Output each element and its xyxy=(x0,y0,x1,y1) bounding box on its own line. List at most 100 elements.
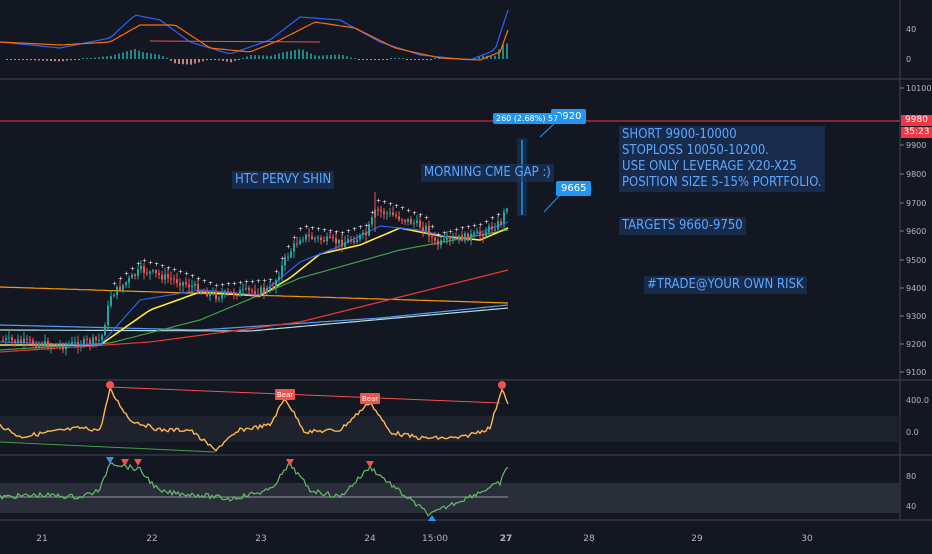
signal-dot: + xyxy=(292,235,297,242)
candle-body xyxy=(410,219,412,224)
annotation-htc[interactable]: HTC PERVY SHIN xyxy=(232,171,335,189)
macd-histogram-bar xyxy=(406,59,408,60)
annotation-plan[interactable]: SHORT 9900-10000 STOPLOSS 10050-10200. U… xyxy=(619,126,825,192)
signal-dot: + xyxy=(112,280,117,287)
candle-body xyxy=(50,345,52,348)
price-tick-label: 9600 xyxy=(906,227,926,236)
macd-histogram-bar xyxy=(34,59,36,61)
candle-body xyxy=(392,212,394,216)
macd-tick-label: 40 xyxy=(906,25,916,34)
candle-body xyxy=(386,213,388,215)
candle-body xyxy=(212,292,214,294)
candle-body xyxy=(398,216,400,220)
candle-body xyxy=(500,221,502,225)
candle-body xyxy=(131,274,133,278)
candle-body xyxy=(146,272,148,274)
time-tick-label: 21 xyxy=(36,534,47,544)
candle-body xyxy=(227,291,229,293)
macd-histogram-bar xyxy=(478,56,480,59)
rsi-oversold-marker xyxy=(428,515,436,521)
ma-blue-slow xyxy=(0,304,509,331)
candle-body xyxy=(275,280,277,289)
candle-body xyxy=(65,345,67,350)
candle-body xyxy=(311,236,313,239)
signal-dot: + xyxy=(154,261,159,268)
macd-histogram-bar xyxy=(166,58,168,59)
candle-body xyxy=(248,287,250,291)
candle-body xyxy=(284,257,286,266)
candle-body xyxy=(449,237,451,240)
rsi-tick-label: 80 xyxy=(906,472,916,481)
macd-histogram-bar xyxy=(106,56,108,59)
candle-body xyxy=(419,220,421,228)
signal-dot: + xyxy=(484,219,489,226)
macd-histogram-bar xyxy=(358,59,360,60)
signal-dot: + xyxy=(436,232,441,239)
signal-dot: + xyxy=(388,201,393,208)
macd-histogram-bar xyxy=(370,59,372,60)
candle-body xyxy=(431,236,433,238)
annotation-cme[interactable]: MORNING CME GAP :) xyxy=(421,164,554,182)
macd-histogram-bar xyxy=(226,59,228,62)
macd-histogram-bar xyxy=(62,59,64,62)
macd-histogram-bar xyxy=(134,49,136,59)
candle-body xyxy=(485,232,487,237)
candle-body xyxy=(482,234,484,237)
candle-body xyxy=(404,220,406,222)
macd-histogram-bar xyxy=(430,59,432,60)
candle-body xyxy=(56,345,58,347)
signal-dot: + xyxy=(340,230,345,237)
annotation-targets[interactable]: TARGETS 9660-9750 xyxy=(619,217,746,235)
osc-divergence-line xyxy=(109,386,501,404)
macd-histogram-bar xyxy=(414,59,416,60)
osc-marker xyxy=(106,381,114,389)
signal-dot: + xyxy=(448,228,453,235)
signal-dot: + xyxy=(454,227,459,234)
signal-dot: + xyxy=(178,268,183,275)
candle-body xyxy=(89,339,91,344)
candle-body xyxy=(233,292,235,296)
macd-histogram-bar xyxy=(14,59,16,60)
annotation-risk[interactable]: #TRADE@YOUR OWN RISK xyxy=(644,276,807,294)
price-tick-label: 9200 xyxy=(906,340,926,349)
candle-body xyxy=(362,232,364,235)
macd-histogram-bar xyxy=(86,58,88,59)
osc-marker xyxy=(498,381,506,389)
macd-histogram-bar xyxy=(90,58,92,59)
macd-histogram-bar xyxy=(6,59,8,60)
signal-dot: + xyxy=(490,215,495,222)
candle-body xyxy=(5,338,7,341)
macd-histogram-bar xyxy=(354,58,356,59)
macd-histogram-bar xyxy=(82,58,84,59)
macd-histogram-bar xyxy=(110,55,112,59)
signal-dot: + xyxy=(298,226,303,233)
candle-body xyxy=(350,239,352,241)
candle-body xyxy=(494,229,496,231)
candle-body xyxy=(140,266,142,270)
macd-histogram-bar xyxy=(374,59,376,60)
candle-body xyxy=(149,271,151,274)
candle-body xyxy=(470,233,472,241)
macd-histogram-bar xyxy=(158,54,160,59)
macd-histogram-bar xyxy=(230,59,232,63)
candle-body xyxy=(479,231,481,235)
macd-histogram-bar xyxy=(190,59,192,65)
candle-body xyxy=(257,294,259,296)
callout-9665[interactable]: 9665 xyxy=(556,181,592,196)
macd-histogram-bar xyxy=(54,59,56,62)
signal-dot: + xyxy=(286,244,291,251)
candle-body xyxy=(224,291,226,295)
macd-histogram-bar xyxy=(438,58,440,59)
candle-body xyxy=(11,337,13,341)
candle-body xyxy=(221,294,223,299)
time-tick-label: 23 xyxy=(255,534,266,544)
signal-dot: + xyxy=(208,280,213,287)
macd-histogram-bar xyxy=(214,59,216,60)
candle-body xyxy=(413,223,415,225)
macd-histogram-bar xyxy=(66,59,68,61)
signal-dot: + xyxy=(118,275,123,282)
rsi-overbought-marker xyxy=(121,459,129,466)
candle-body xyxy=(206,291,208,297)
